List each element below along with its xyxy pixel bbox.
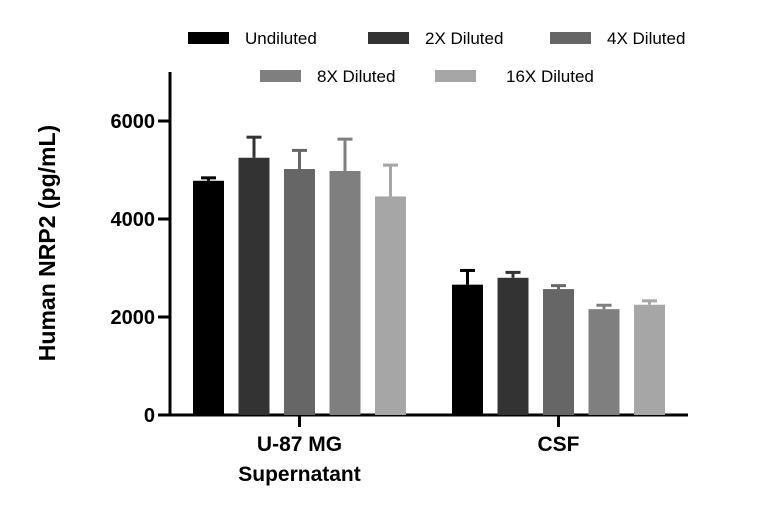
y-tick-label: 4000 <box>111 209 156 231</box>
bars <box>193 135 665 415</box>
legend-label: 2X Diluted <box>425 29 503 48</box>
bar <box>284 169 315 415</box>
bar <box>588 309 620 415</box>
bar <box>497 277 529 415</box>
axes: Human NRP2 (pg/mL) 0 2000 4000 6000 U-87 MG S… <box>34 72 688 486</box>
y-tick-label: 0 <box>144 405 155 427</box>
legend-swatch <box>260 70 301 82</box>
bar <box>193 180 224 415</box>
legend: Undiluted 2X Diluted 4X Diluted 8X Diluted 1… <box>188 29 685 86</box>
bar <box>238 157 270 415</box>
bar <box>452 284 483 415</box>
x-tick-label: U-87 MG Supernatant <box>238 433 361 486</box>
y-tick-label: 2000 <box>111 307 156 329</box>
legend-swatch <box>188 32 229 44</box>
legend-swatch <box>435 70 476 82</box>
legend-label: 16X Diluted <box>506 67 594 86</box>
bar <box>375 196 406 415</box>
bar <box>329 170 361 415</box>
bar <box>543 289 574 415</box>
x-tick-label: CSF <box>538 433 580 456</box>
legend-label: 4X Diluted <box>607 29 685 48</box>
bar <box>634 304 665 415</box>
y-tick-label: 6000 <box>111 111 156 133</box>
x-tick-label-line: U-87 MG <box>257 433 342 456</box>
y-axis-label: Human NRP2 (pg/mL) <box>34 125 60 361</box>
x-tick-label-line: CSF <box>538 433 580 456</box>
legend-label: Undiluted <box>245 29 317 48</box>
legend-swatch <box>368 32 409 44</box>
legend-swatch <box>550 32 591 44</box>
x-tick-label-line: Supernatant <box>238 463 361 486</box>
legend-label: 8X Diluted <box>317 67 395 86</box>
